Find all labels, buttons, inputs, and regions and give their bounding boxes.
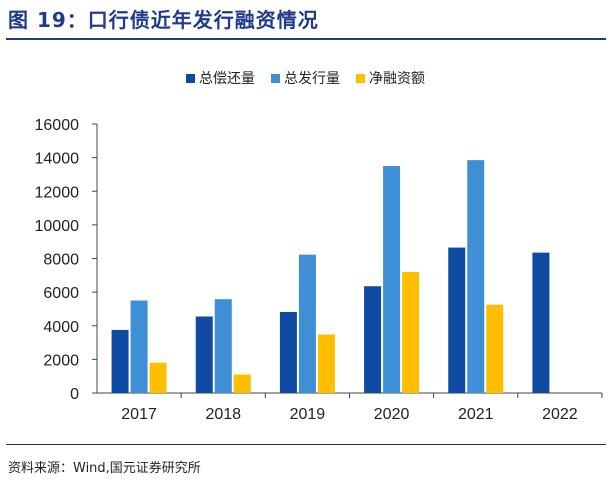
x-tick-label: 2020 — [374, 406, 410, 423]
y-tick-label: 0 — [70, 386, 79, 403]
bar-净融资额-2020 — [402, 271, 420, 393]
bar-总偿还量-2020 — [364, 286, 382, 393]
bar-总发行量-2021 — [467, 160, 485, 393]
source-divider — [6, 444, 606, 445]
y-tick-label: 8000 — [43, 252, 79, 269]
legend-label-issuance: 总发行量 — [284, 71, 340, 87]
bar-总发行量-2019 — [298, 254, 316, 393]
y-tick-label: 2000 — [43, 352, 79, 369]
bar-总偿还量-2018 — [195, 316, 213, 393]
legend-label-net-financing: 净融资额 — [369, 71, 425, 87]
bar-总偿还量-2021 — [448, 247, 466, 393]
legend-swatch-issuance — [271, 73, 280, 83]
bar-净融资额-2021 — [486, 304, 504, 393]
y-tick-label: 14000 — [35, 151, 80, 168]
bar-总发行量-2020 — [383, 166, 401, 393]
chart-legend: 总偿还量 总发行量 净融资额 — [0, 68, 611, 88]
bar-总发行量-2017 — [130, 300, 148, 393]
bar-净融资额-2018 — [233, 374, 251, 393]
legend-item-net-financing: 净融资额 — [356, 68, 425, 88]
bar-总偿还量-2017 — [111, 329, 129, 393]
figure-title: 图 19：口行债近年发行融资情况 — [8, 8, 319, 32]
bar-总偿还量-2019 — [279, 311, 297, 393]
y-tick-label: 4000 — [43, 319, 79, 336]
y-tick-label: 10000 — [35, 218, 80, 235]
title-underline — [6, 38, 606, 40]
y-tick-label: 12000 — [35, 184, 80, 201]
bar-chart: 0 2000 4000 6000 8000 10000 12000 14000 16000 201… — [35, 117, 603, 423]
bar-总偿还量-2022 — [532, 252, 550, 393]
legend-item-repayment: 总偿还量 — [186, 68, 255, 88]
bar-净融资额-2017 — [149, 362, 167, 393]
y-tick-label: 6000 — [43, 285, 79, 302]
bar-总发行量-2018 — [214, 299, 232, 393]
x-tick-label: 2021 — [458, 406, 494, 423]
x-tick-label: 2018 — [205, 406, 241, 423]
source-note: 资料来源：Wind,国元证券研究所 — [8, 461, 201, 476]
legend-label-repayment: 总偿还量 — [199, 71, 255, 87]
x-tick-label: 2019 — [290, 406, 326, 423]
legend-swatch-repayment — [186, 73, 195, 83]
x-tick-label: 2017 — [121, 406, 157, 423]
legend-item-issuance: 总发行量 — [271, 68, 340, 88]
legend-swatch-net-financing — [356, 73, 365, 83]
bar-净融资额-2019 — [317, 334, 335, 393]
x-tick-label: 2022 — [542, 406, 578, 423]
y-tick-label: 16000 — [35, 117, 80, 134]
